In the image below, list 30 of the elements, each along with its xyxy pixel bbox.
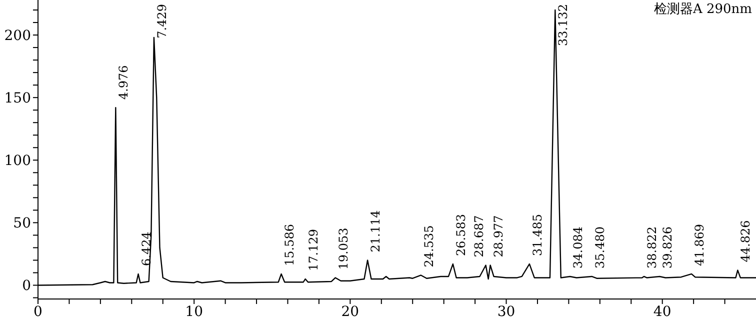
annotation: 21.114	[368, 210, 383, 252]
y-tick-label: 0	[22, 278, 31, 294]
annotation: 34.084	[571, 226, 586, 268]
annotation: 24.535	[422, 225, 436, 268]
annotation: 28.687	[472, 215, 486, 258]
y-tick-label: 150	[4, 90, 31, 107]
annotation: 28.977	[491, 215, 506, 258]
annotation: 31.485	[530, 214, 544, 256]
annotation: 38.822	[644, 226, 659, 268]
annotation: 15.586	[282, 224, 296, 266]
y-tick-label: 200	[4, 28, 31, 44]
x-tick-label: 30	[497, 304, 516, 320]
annotation: 26.583	[454, 214, 468, 256]
annotation: 17.129	[306, 228, 320, 271]
annotation: 39.826	[660, 226, 675, 268]
y-tick-label: 50	[13, 216, 31, 232]
annotation: 41.869	[692, 224, 707, 266]
annotation: 44.826	[738, 220, 753, 262]
annotation: 7.429	[154, 4, 169, 38]
annotation: 6.424	[139, 231, 154, 266]
annotation: 4.976	[116, 65, 131, 100]
annotation: 35.480	[592, 226, 607, 268]
annotation: 33.132	[556, 4, 570, 46]
x-tick-label: 10	[185, 304, 203, 320]
x-tick-label: 0	[34, 304, 42, 320]
chart-title: 检测器A 290nm	[654, 1, 752, 18]
y-tick-label: 100	[4, 153, 31, 170]
x-tick-label: 20	[341, 304, 360, 320]
x-tick-label: 40	[653, 304, 672, 320]
annotation: 19.053	[336, 228, 350, 270]
